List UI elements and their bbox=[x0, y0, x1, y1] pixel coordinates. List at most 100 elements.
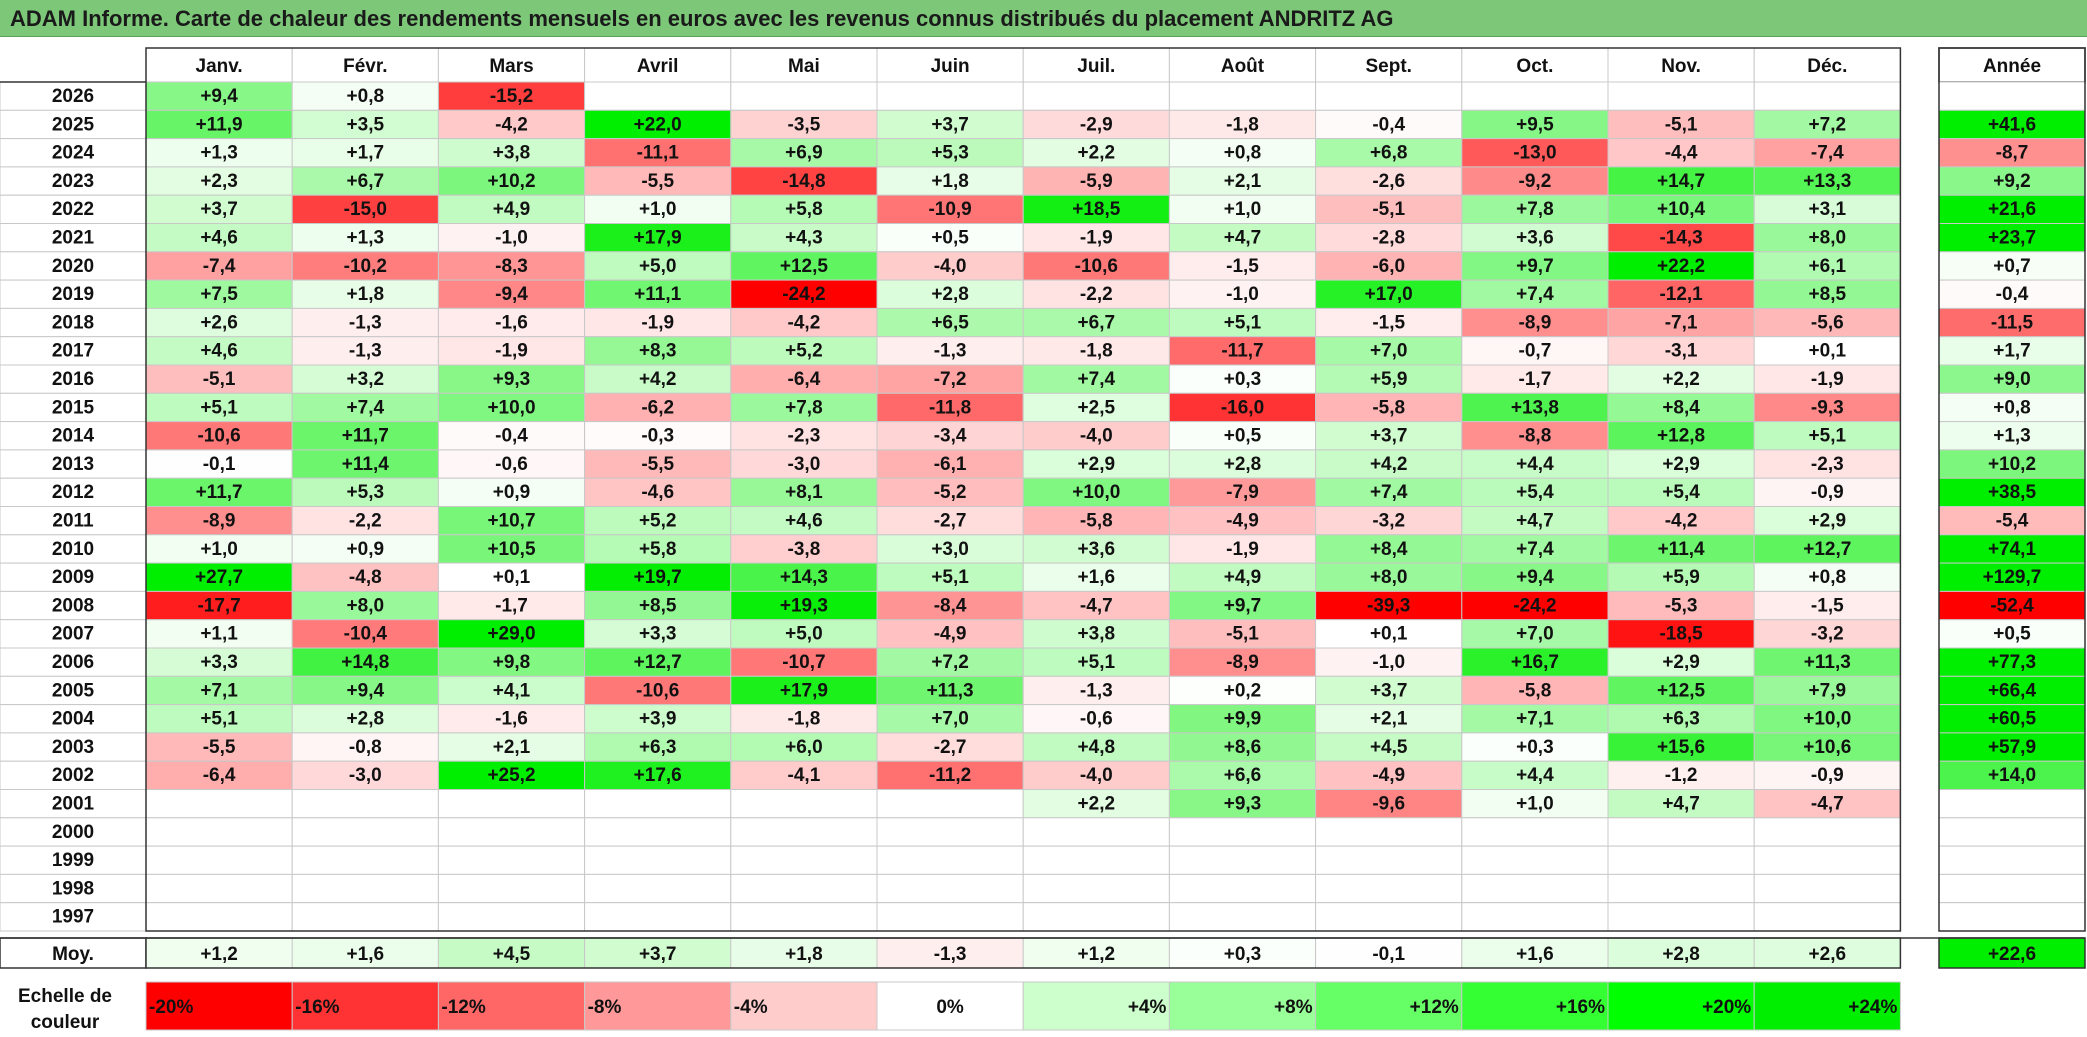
annual-cell bbox=[1938, 619, 2086, 649]
heatmap-cell bbox=[730, 647, 878, 677]
cell-value: -1,6 bbox=[495, 709, 528, 730]
cell-value: -10,6 bbox=[197, 426, 240, 447]
cell-value: -10,7 bbox=[782, 652, 825, 673]
year-cell bbox=[0, 477, 147, 508]
heatmap-cell bbox=[291, 194, 439, 224]
heatmap-cell bbox=[1753, 902, 1901, 932]
cell-value: +11,1 bbox=[634, 284, 681, 305]
color-scale-value: +24% bbox=[1848, 997, 1897, 1018]
annual-cell bbox=[1938, 251, 2086, 281]
cell-value: -15,2 bbox=[490, 86, 533, 107]
annual-value: +0,8 bbox=[1993, 397, 2031, 418]
cell-value: +6,3 bbox=[1662, 709, 1700, 730]
heatmap-cell bbox=[145, 845, 293, 875]
heatmap-cell bbox=[584, 506, 732, 536]
year-cell bbox=[0, 732, 147, 762]
heatmap-cell bbox=[876, 675, 1024, 706]
heatmap-cell bbox=[876, 421, 1024, 451]
year-label: 2007 bbox=[52, 624, 94, 645]
cell-value: +7,4 bbox=[1370, 482, 1408, 503]
cell-value: +27,7 bbox=[195, 567, 243, 588]
cell-value: +1,3 bbox=[347, 228, 385, 249]
annual-value: -0,4 bbox=[1996, 284, 2029, 305]
heatmap-cell bbox=[730, 449, 878, 479]
cell-value: +7,9 bbox=[1809, 680, 1847, 701]
annual-value: +74,1 bbox=[1988, 539, 2037, 560]
year-cell bbox=[0, 647, 147, 677]
heatmap-cell bbox=[291, 166, 439, 196]
month-header-label: Févr. bbox=[343, 56, 387, 77]
heatmap-cell bbox=[1168, 307, 1317, 338]
cell-value: +0,1 bbox=[493, 567, 531, 588]
month-header-label: Sept. bbox=[1365, 56, 1411, 77]
heatmap-cell bbox=[1607, 902, 1755, 932]
heatmap-cell bbox=[437, 223, 586, 253]
cell-value: -6,0 bbox=[1372, 256, 1405, 277]
heatmap-cell bbox=[584, 166, 732, 196]
heatmap-cell bbox=[1753, 732, 1901, 762]
cell-value: +2,5 bbox=[1078, 397, 1116, 418]
cell-value: +10,2 bbox=[487, 171, 535, 192]
heatmap-cell bbox=[145, 166, 293, 196]
cell-value: -4,6 bbox=[641, 482, 674, 503]
cell-value: +7,0 bbox=[931, 709, 969, 730]
annual-cell bbox=[1938, 392, 2086, 423]
heatmap-cell bbox=[584, 449, 732, 479]
heatmap-cell bbox=[1461, 902, 1609, 932]
heatmap-cell bbox=[1753, 194, 1901, 224]
heatmap-cell bbox=[584, 873, 732, 904]
cell-value: +5,3 bbox=[931, 143, 969, 164]
heatmap-cell bbox=[730, 817, 878, 847]
year-cell bbox=[0, 590, 147, 621]
annual-value: +1,3 bbox=[1993, 426, 2031, 447]
cell-value: -3,0 bbox=[788, 454, 821, 475]
heatmap-cell bbox=[1461, 590, 1609, 621]
cell-value: -5,5 bbox=[641, 171, 674, 192]
cell-value: -10,4 bbox=[344, 624, 388, 645]
annual-cell bbox=[1938, 81, 2086, 111]
heatmap-cell bbox=[291, 817, 439, 847]
cell-value: -0,6 bbox=[1080, 709, 1113, 730]
heatmap-cell bbox=[1168, 845, 1317, 875]
month-header-label: Nov. bbox=[1661, 56, 1701, 77]
cell-value: +19,7 bbox=[634, 567, 682, 588]
heatmap-cell bbox=[291, 421, 439, 451]
color-scale-value: -20% bbox=[149, 997, 193, 1018]
annual-cell bbox=[1938, 109, 2086, 140]
heatmap-cell bbox=[437, 477, 586, 508]
cell-value: +17,0 bbox=[1365, 284, 1413, 305]
annual-cell bbox=[1938, 421, 2086, 451]
color-scale-swatch bbox=[1315, 981, 1463, 1031]
year-label: 1998 bbox=[52, 878, 94, 899]
heatmap-cell bbox=[1607, 789, 1755, 819]
cell-value: -11,2 bbox=[929, 765, 971, 786]
cell-value: +1,8 bbox=[347, 284, 385, 305]
cell-value: +0,2 bbox=[1224, 680, 1262, 701]
color-scale-label: couleur bbox=[31, 1012, 100, 1033]
annual-value: +10,2 bbox=[1988, 454, 2036, 475]
cell-value: +2,8 bbox=[1224, 454, 1262, 475]
heatmap-cell bbox=[437, 166, 586, 196]
cell-value: -1,9 bbox=[1811, 369, 1844, 390]
average-value: -1,3 bbox=[934, 944, 967, 965]
heatmap-cell bbox=[876, 619, 1024, 649]
cell-value: -4,9 bbox=[1372, 765, 1405, 786]
annual-cell bbox=[1938, 279, 2086, 309]
annual-value: +14,0 bbox=[1988, 765, 2036, 786]
cell-value: +4,9 bbox=[1224, 567, 1262, 588]
year-label: 2012 bbox=[52, 482, 94, 503]
year-label: 2003 bbox=[52, 737, 94, 758]
year-cell bbox=[0, 506, 147, 536]
heatmap-cell bbox=[1753, 562, 1901, 592]
cell-value: +12,7 bbox=[634, 652, 682, 673]
month-header-label: Avril bbox=[637, 56, 679, 77]
cell-value: +7,5 bbox=[200, 284, 238, 305]
cell-value: -1,5 bbox=[1226, 256, 1259, 277]
heatmap-cell bbox=[1022, 845, 1170, 875]
heatmap-cell bbox=[1315, 194, 1463, 224]
heatmap-cell bbox=[1315, 251, 1463, 281]
heatmap-cell bbox=[1607, 845, 1755, 875]
annual-value: +23,7 bbox=[1988, 228, 2036, 249]
heatmap-cell bbox=[437, 81, 586, 111]
cell-value: -0,4 bbox=[1372, 114, 1405, 135]
